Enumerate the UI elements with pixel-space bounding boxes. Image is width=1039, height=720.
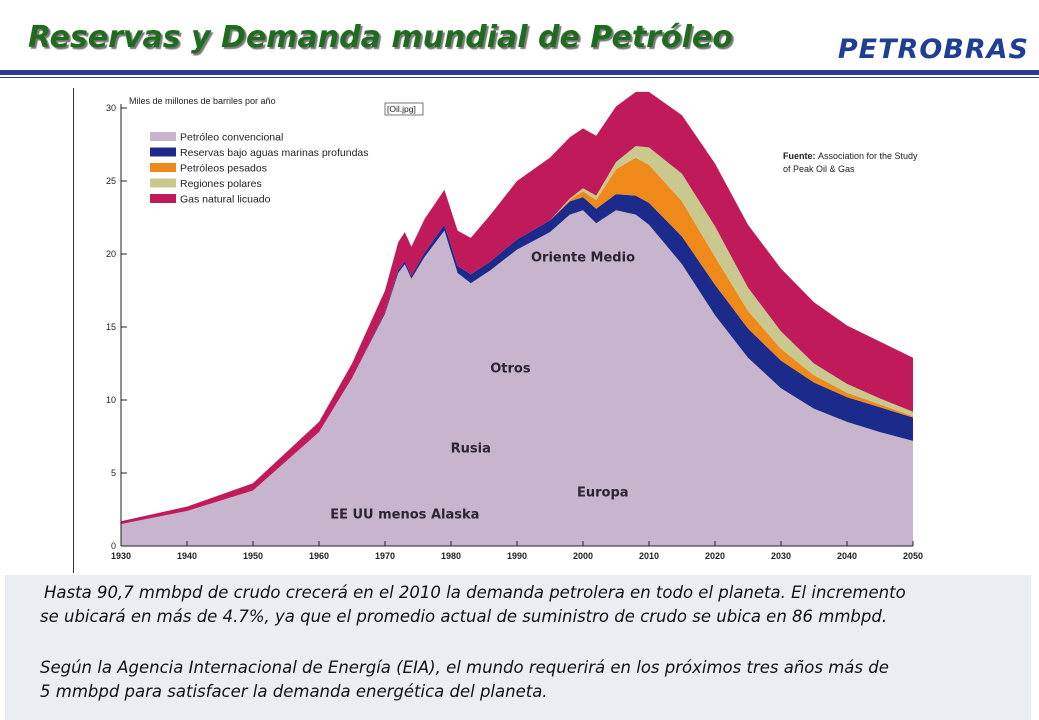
x-tick-label-2: 1950	[243, 551, 263, 561]
note-paragraph-2-line-2: 5 mmbpd para satisfacer la demanda energ…	[40, 682, 548, 701]
y-tick-label-4: 20	[106, 249, 116, 259]
region-label-4: EE UU menos Alaska	[330, 507, 479, 522]
x-tick-label-1: 1940	[177, 551, 197, 561]
source-label: Fuente:	[783, 151, 818, 161]
source-text: Association for the Study	[818, 151, 918, 161]
note-paragraph-1: Hasta 90,7 mmbpd de crudo crecerá en el …	[40, 581, 1030, 629]
oil-demand-chart: 0 5 10 15 20 25 30 1930 1940 1950 1960 1970 1980 1990…	[106, 91, 923, 561]
x-tick-label-6: 1990	[507, 551, 527, 561]
y-tick-label-0: 0	[111, 541, 116, 551]
legend-label-3: Regiones polares	[180, 178, 262, 190]
note-paragraph-2-line-1: Según la Agencia Internacional de Energí…	[40, 658, 889, 677]
x-tick-label-9: 2020	[705, 551, 725, 561]
slide-title: Reservas y Demanda mundial de Petróleo	[28, 20, 733, 55]
petrobras-logo: PETROBRAS	[837, 34, 1029, 65]
x-tick-label-10: 2030	[771, 551, 791, 561]
area-series-0	[121, 210, 913, 546]
source-line-2: of Peak Oil & Gas	[783, 164, 855, 174]
x-tick-label-4: 1970	[375, 551, 395, 561]
x-tick-label-3: 1960	[309, 551, 329, 561]
legend-swatch-4	[150, 194, 176, 203]
slide-vertical-rule	[73, 88, 74, 573]
region-label-0: Oriente Medio	[531, 250, 635, 265]
y-axis-title: Miles de millones de barriles por año	[129, 96, 276, 106]
source-line-1: Fuente: Association for the Study	[783, 151, 918, 161]
y-tick-label-6: 30	[106, 103, 116, 113]
legend-swatch-3	[150, 178, 176, 188]
area-series-1	[121, 194, 913, 525]
y-tick-label-1: 5	[111, 468, 116, 478]
legend-label-0: Petróleo convencional	[180, 132, 283, 144]
note-paragraph-1-line-1: Hasta 90,7 mmbpd de crudo crecerá en el …	[44, 583, 906, 602]
legend-label-1: Reservas bajo aguas marinas profundas	[180, 147, 369, 159]
image-tag-box	[384, 102, 424, 116]
legend-label-2: Petróleos pesados	[180, 163, 267, 175]
y-tick-label-3: 15	[106, 322, 116, 332]
legend-label-4: Gas natural licuado	[180, 194, 271, 206]
note-paragraph-1-line-2: se ubicará en más de 4.7%, ya que el pro…	[40, 607, 888, 626]
x-tick-label-0: 1930	[111, 551, 131, 561]
note-paragraph-2: Según la Agencia Internacional de Energí…	[40, 656, 1030, 704]
x-tick-label-5: 1980	[441, 551, 461, 561]
region-label-1: Otros	[490, 361, 531, 376]
x-tick-label-7: 2000	[573, 551, 593, 561]
header-rule	[0, 70, 1039, 75]
legend-swatch-2	[150, 163, 176, 172]
header-rule-thin	[0, 77, 1039, 78]
legend-swatch-0	[150, 132, 176, 141]
y-tick-label-2: 10	[106, 395, 116, 405]
notes-panel	[5, 575, 1031, 720]
area-series-4	[121, 91, 913, 525]
region-label-3: Europa	[577, 485, 629, 500]
area-series-3	[121, 146, 913, 525]
y-tick-label-5: 25	[106, 176, 116, 186]
x-tick-label-8: 2010	[639, 551, 659, 561]
image-tag: [Oil.jpg]	[387, 104, 416, 114]
legend-swatch-1	[150, 147, 176, 157]
x-tick-label-12: 2050	[903, 551, 923, 561]
region-label-2: Rusia	[451, 442, 491, 457]
x-tick-label-11: 2040	[837, 551, 857, 561]
